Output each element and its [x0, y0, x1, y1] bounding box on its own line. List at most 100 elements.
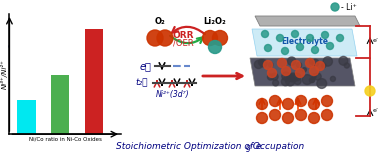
Ellipse shape — [12, 52, 17, 56]
Circle shape — [51, 58, 64, 71]
Circle shape — [321, 63, 326, 68]
Circle shape — [291, 31, 299, 37]
Text: t₂⁧: t₂⁧ — [135, 78, 148, 88]
Circle shape — [291, 61, 301, 70]
Ellipse shape — [16, 54, 20, 58]
Circle shape — [147, 30, 163, 46]
Circle shape — [85, 57, 99, 72]
Circle shape — [316, 61, 324, 71]
Circle shape — [282, 47, 288, 54]
Y-axis label: Ni³⁺/Ni²⁺: Ni³⁺/Ni²⁺ — [1, 59, 8, 89]
Text: - Li⁺: - Li⁺ — [341, 2, 357, 12]
Bar — [51, 75, 70, 134]
Polygon shape — [255, 16, 360, 26]
Circle shape — [312, 59, 319, 66]
Ellipse shape — [31, 52, 36, 57]
Polygon shape — [252, 29, 357, 56]
Circle shape — [271, 73, 278, 80]
Circle shape — [157, 30, 173, 46]
Text: g: g — [246, 142, 251, 151]
Circle shape — [209, 41, 222, 54]
Text: e⁻: e⁻ — [373, 109, 378, 114]
Ellipse shape — [33, 50, 38, 53]
Circle shape — [308, 98, 319, 110]
Circle shape — [294, 78, 301, 85]
Circle shape — [282, 66, 291, 76]
Ellipse shape — [29, 45, 34, 49]
Circle shape — [311, 46, 319, 54]
Circle shape — [322, 110, 333, 120]
Circle shape — [282, 98, 293, 110]
Circle shape — [314, 73, 321, 80]
Circle shape — [276, 34, 284, 41]
Circle shape — [307, 34, 313, 41]
Circle shape — [91, 53, 105, 67]
Circle shape — [317, 79, 327, 88]
Circle shape — [263, 61, 273, 70]
Circle shape — [45, 46, 57, 58]
Circle shape — [93, 60, 106, 73]
Text: Li anode: Li anode — [290, 17, 327, 25]
Circle shape — [322, 95, 333, 107]
Circle shape — [262, 31, 268, 37]
Circle shape — [88, 48, 102, 61]
Circle shape — [336, 34, 344, 41]
Ellipse shape — [13, 50, 19, 53]
Ellipse shape — [25, 53, 29, 58]
Circle shape — [97, 58, 112, 73]
Circle shape — [58, 52, 69, 62]
Circle shape — [310, 60, 314, 64]
Circle shape — [310, 78, 315, 82]
Text: Occupation: Occupation — [250, 142, 304, 151]
Circle shape — [365, 86, 375, 96]
Circle shape — [270, 95, 280, 107]
Circle shape — [296, 95, 307, 107]
Circle shape — [282, 112, 293, 124]
Circle shape — [282, 72, 290, 80]
Circle shape — [302, 68, 307, 72]
Circle shape — [296, 63, 302, 68]
Circle shape — [312, 74, 316, 78]
Circle shape — [257, 98, 268, 110]
Circle shape — [287, 74, 294, 81]
Circle shape — [310, 78, 314, 83]
Circle shape — [212, 31, 228, 46]
Polygon shape — [250, 58, 355, 86]
Circle shape — [87, 61, 104, 77]
Text: Li₂O₂: Li₂O₂ — [204, 17, 226, 26]
Circle shape — [344, 63, 349, 68]
Circle shape — [265, 44, 271, 51]
Circle shape — [288, 57, 296, 65]
Ellipse shape — [26, 43, 31, 49]
Circle shape — [308, 112, 319, 124]
Circle shape — [86, 54, 99, 67]
Circle shape — [257, 112, 268, 124]
Circle shape — [331, 3, 339, 11]
Circle shape — [268, 68, 276, 78]
Circle shape — [296, 44, 304, 51]
Circle shape — [259, 59, 267, 67]
Circle shape — [339, 56, 348, 65]
Circle shape — [296, 68, 305, 78]
Circle shape — [305, 58, 314, 68]
Circle shape — [46, 56, 56, 65]
Circle shape — [18, 46, 28, 56]
Circle shape — [270, 110, 280, 120]
Ellipse shape — [9, 45, 13, 49]
Bar — [85, 29, 103, 134]
Circle shape — [310, 66, 319, 76]
Text: O₂: O₂ — [155, 17, 166, 26]
Circle shape — [57, 57, 66, 66]
Text: e⁻: e⁻ — [373, 37, 378, 42]
Text: Electrolyte: Electrolyte — [282, 37, 328, 46]
Text: ORR: ORR — [172, 32, 194, 41]
Circle shape — [268, 74, 274, 80]
Circle shape — [254, 60, 263, 68]
Text: e⁧: e⁧ — [139, 61, 151, 71]
Circle shape — [268, 63, 273, 67]
Circle shape — [286, 77, 295, 86]
Circle shape — [52, 48, 60, 56]
Text: Stoichiometric Optimization of e: Stoichiometric Optimization of e — [116, 142, 262, 151]
Circle shape — [330, 76, 335, 81]
Circle shape — [95, 45, 106, 56]
